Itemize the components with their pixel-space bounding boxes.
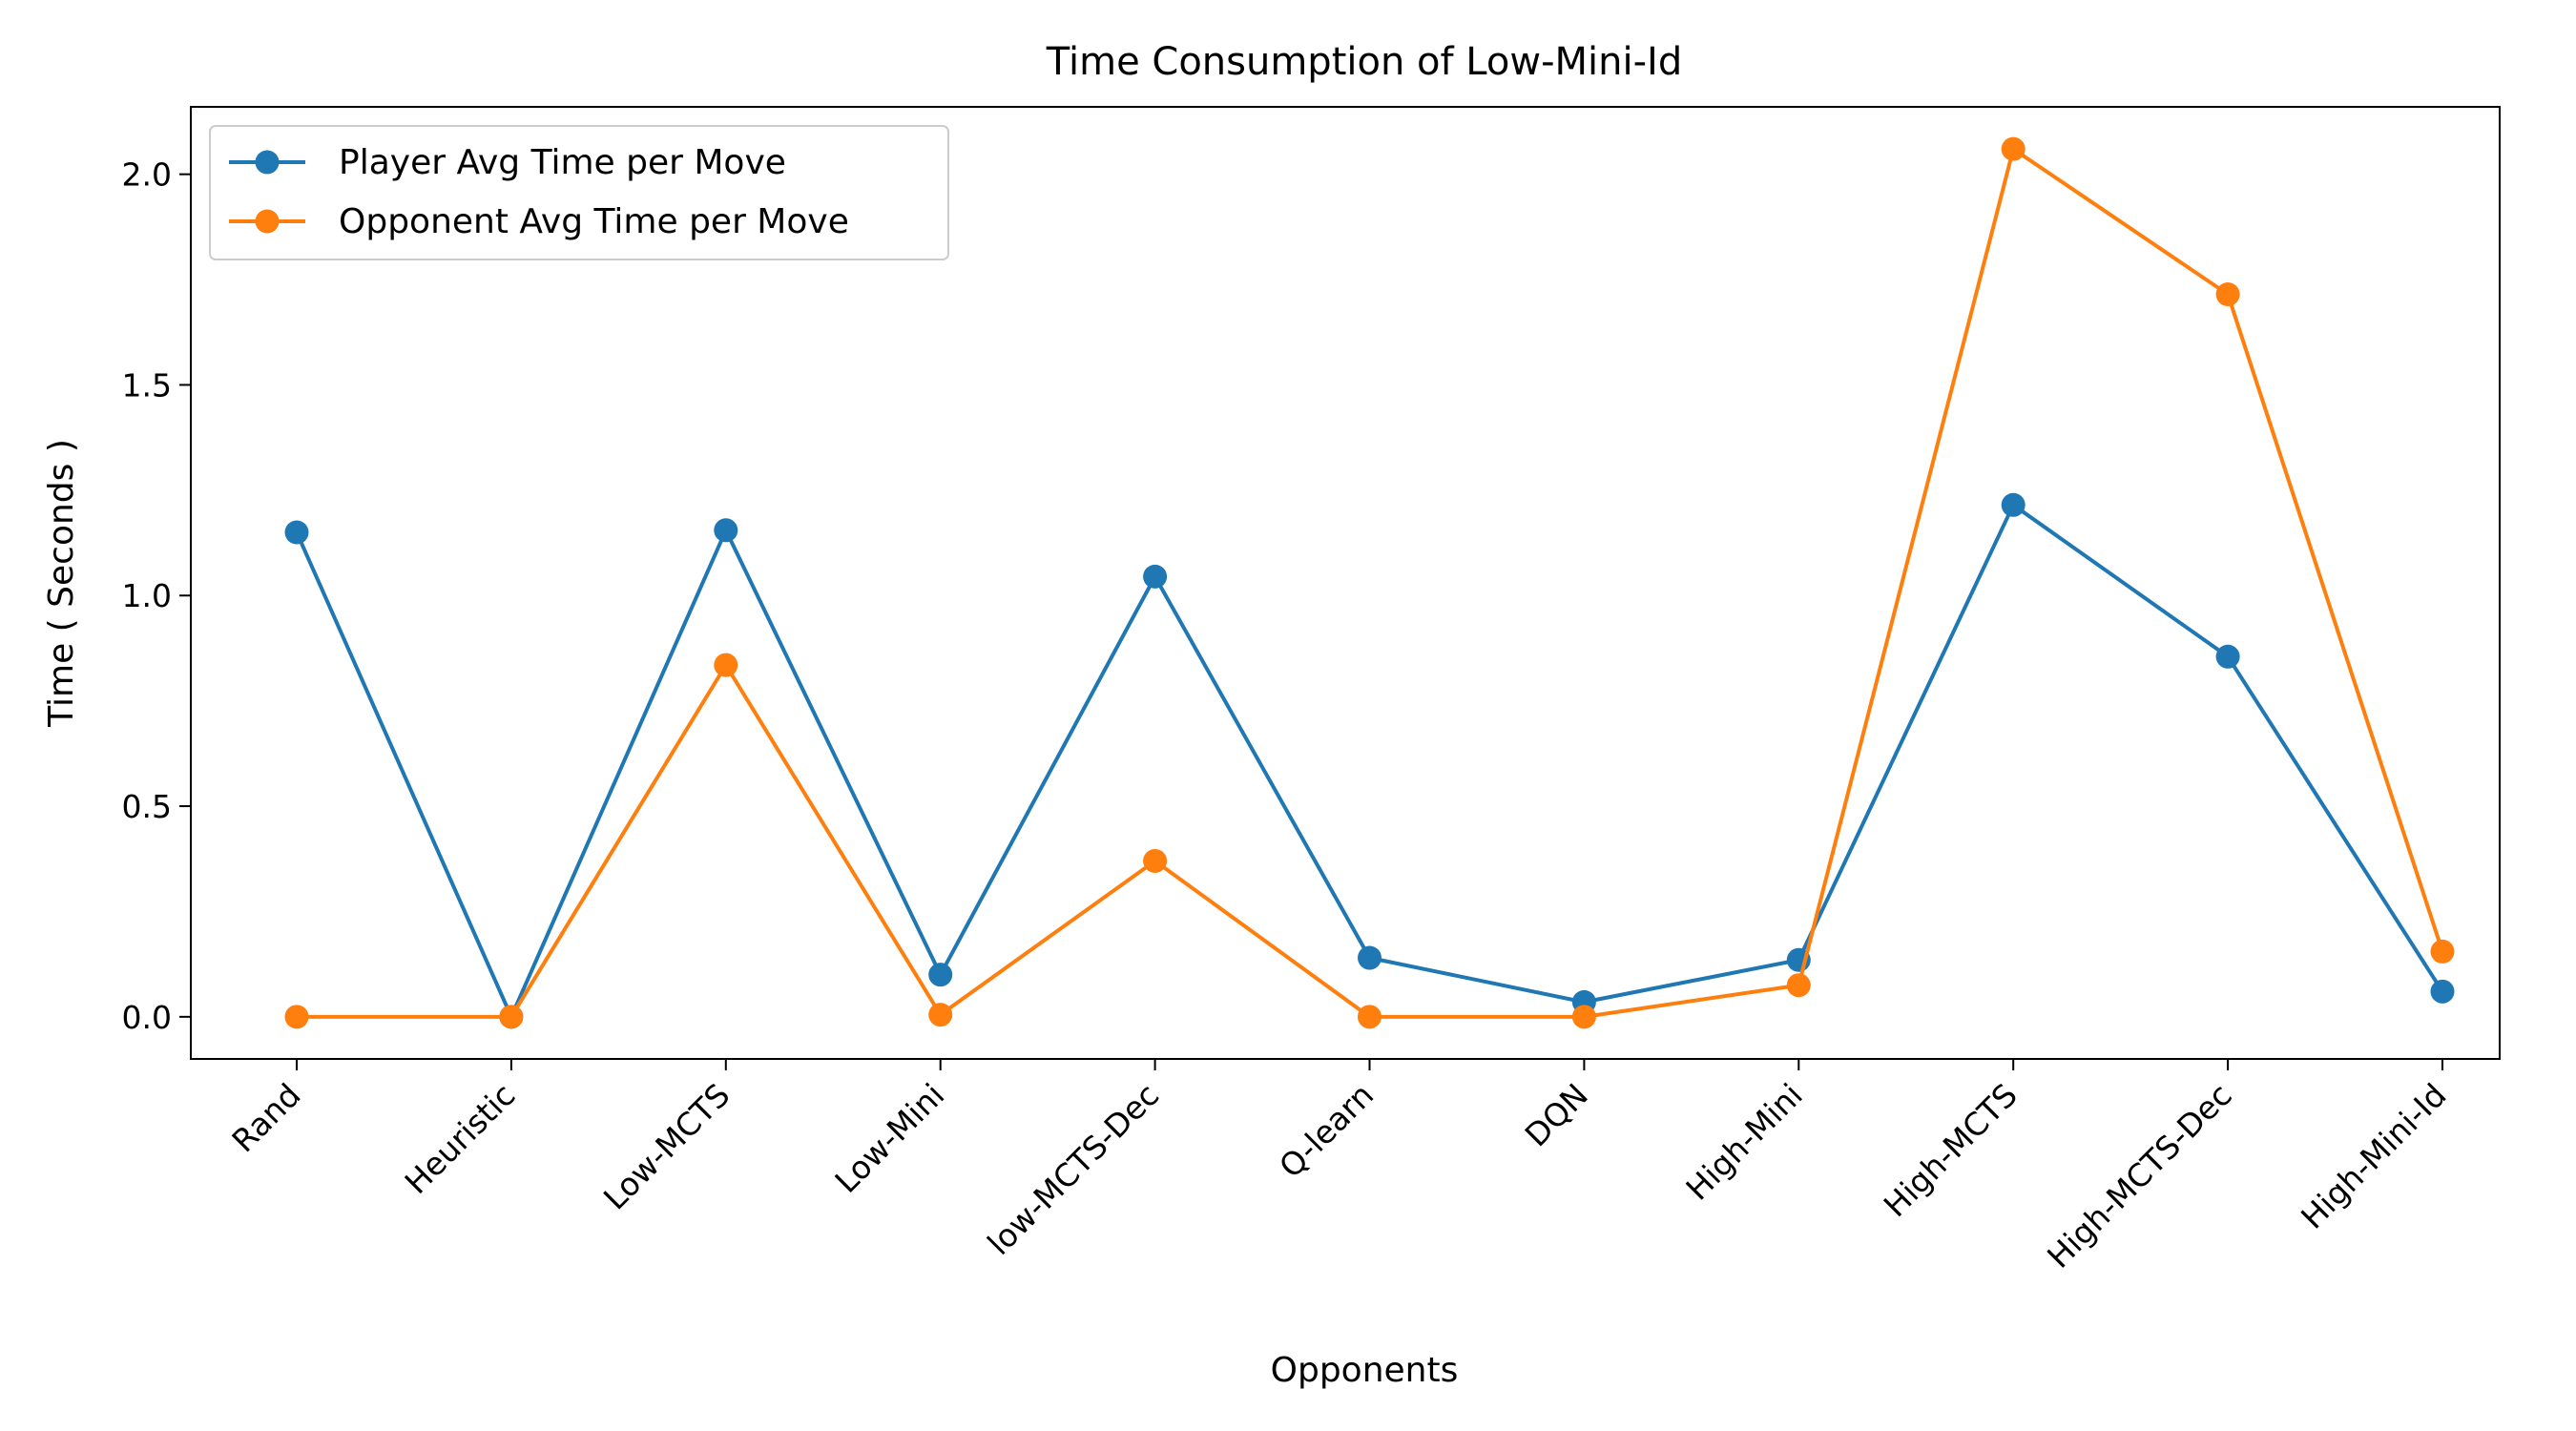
data-point bbox=[714, 518, 738, 543]
data-point bbox=[499, 1005, 524, 1029]
data-point bbox=[2430, 979, 2455, 1004]
legend-marker bbox=[255, 150, 280, 175]
data-point bbox=[1358, 945, 1381, 970]
data-point bbox=[284, 520, 309, 545]
legend-marker bbox=[255, 209, 280, 234]
legend: Player Avg Time per Move Opponent Avg Tim… bbox=[209, 125, 949, 260]
series-layer bbox=[284, 136, 2455, 1029]
data-point bbox=[1358, 1005, 1381, 1029]
data-point bbox=[714, 653, 738, 677]
chart-title: Time Consumption of Low-Mini-Id bbox=[1046, 40, 1682, 84]
series-1 bbox=[284, 492, 2455, 1029]
data-point bbox=[1143, 564, 1168, 589]
data-point bbox=[2001, 492, 2025, 517]
legend-label: Opponent Avg Time per Move bbox=[339, 202, 849, 241]
legend-label: Player Avg Time per Move bbox=[339, 143, 786, 182]
data-point bbox=[928, 963, 953, 987]
data-point bbox=[2430, 939, 2455, 964]
x-axis-label: Opponents bbox=[1271, 1351, 1459, 1390]
data-point bbox=[2215, 644, 2240, 669]
y-tick-label: 1.5 bbox=[122, 366, 172, 404]
y-axis: 0.0 0.5 1.0 1.5 2.0 bbox=[122, 156, 191, 1036]
series-2 bbox=[284, 136, 2455, 1029]
legend-box bbox=[209, 125, 949, 260]
data-point bbox=[284, 1005, 309, 1029]
plot-area bbox=[190, 106, 2501, 1060]
y-axis-label: Time ( Seconds ) bbox=[42, 439, 81, 728]
data-point bbox=[1786, 973, 1811, 998]
data-point bbox=[1571, 1005, 1596, 1029]
data-point bbox=[928, 1003, 953, 1027]
data-point bbox=[1143, 848, 1168, 873]
y-tick-label: 2.0 bbox=[122, 156, 172, 194]
y-tick-label: 0.0 bbox=[122, 999, 172, 1036]
data-point bbox=[2001, 136, 2025, 161]
y-tick-label: 1.0 bbox=[122, 577, 172, 614]
y-tick-label: 0.5 bbox=[122, 788, 172, 825]
data-point bbox=[2215, 282, 2240, 307]
